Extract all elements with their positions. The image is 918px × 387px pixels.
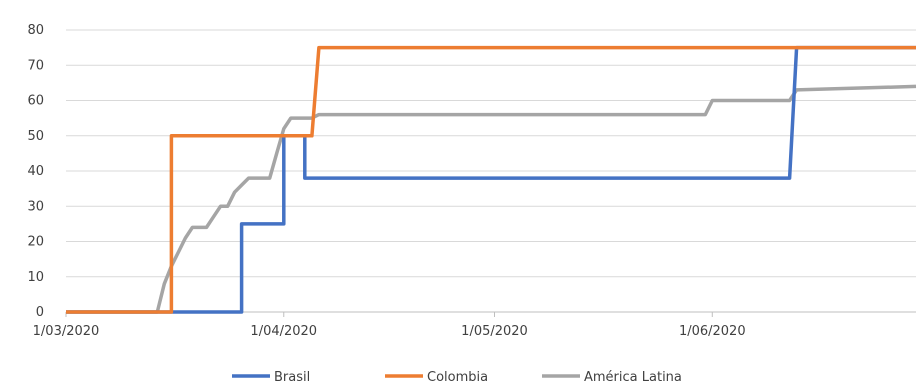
y-axis: 0 10 20 30 40 50 60 70 80	[27, 23, 44, 320]
x-tick-label: 1/05/2020	[461, 324, 528, 339]
x-tick-label: 1/06/2020	[679, 324, 746, 339]
legend-label-am-rica-latina: América Latina	[584, 370, 682, 385]
y-tick-label: 0	[36, 305, 44, 320]
legend-label-brasil: Brasil	[274, 370, 310, 385]
legend: Brasil Colombia América Latina	[232, 370, 682, 385]
y-tick-label: 70	[27, 58, 44, 73]
y-tick-label: 10	[27, 270, 44, 285]
y-tick-label: 60	[27, 94, 44, 109]
gridlines	[66, 29, 916, 278]
series-layer	[66, 45, 917, 314]
series-line-colombia	[66, 45, 916, 314]
y-tick-label: 50	[27, 129, 44, 144]
y-tick-label: 80	[27, 23, 44, 38]
legend-label-colombia: Colombia	[427, 370, 488, 385]
x-tick-label: 1/04/2020	[250, 324, 317, 339]
y-tick-label: 40	[27, 164, 44, 179]
y-tick-label: 20	[27, 235, 44, 250]
x-tick-label: 1/03/2020	[33, 324, 100, 339]
y-tick-label: 30	[27, 199, 44, 214]
series-line-am-rica-latina	[66, 84, 917, 314]
x-axis: 1/03/2020 1/04/2020 1/05/2020 1/06/2020	[33, 311, 916, 339]
series-line-brasil	[66, 45, 916, 314]
